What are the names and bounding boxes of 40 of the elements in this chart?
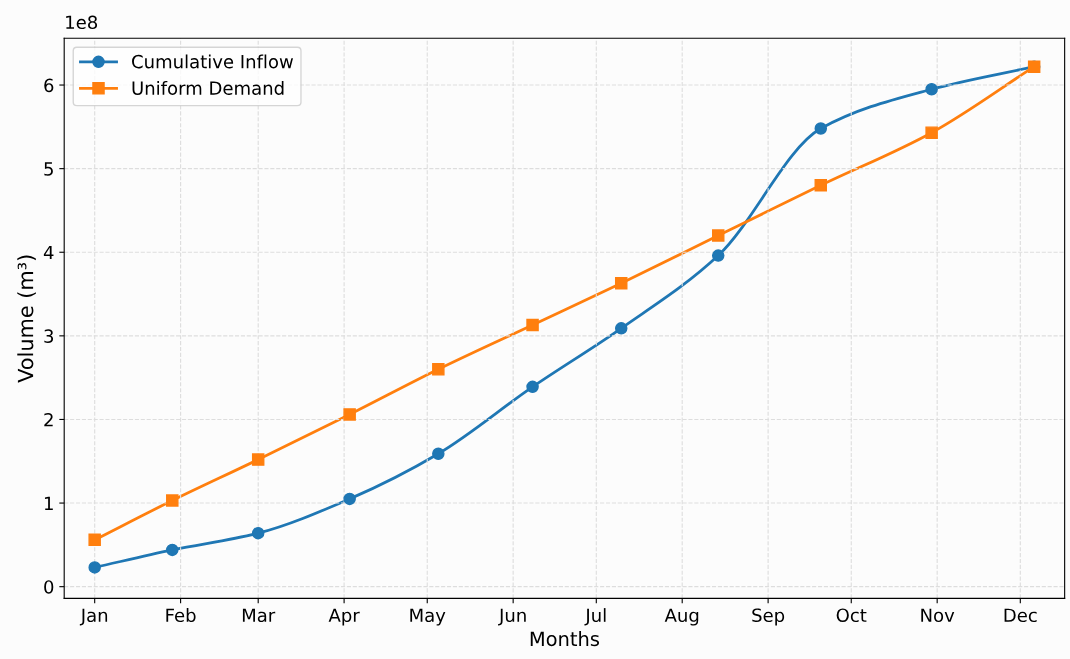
y-tick-label: 1: [44, 496, 53, 510]
x-axis-title: Months: [530, 631, 600, 647]
point: [614, 276, 628, 290]
legend-label: Uniform Demand: [132, 80, 284, 95]
point: [526, 380, 539, 394]
y-tick-label: 3: [44, 329, 54, 343]
x-tick-label: Nov: [921, 608, 955, 623]
point: [814, 122, 828, 135]
point: [432, 363, 445, 376]
x-tick-label: Jan: [79, 608, 108, 626]
y-tick-label: 0: [44, 580, 54, 594]
point: [814, 179, 828, 192]
x-tick-label: May: [410, 608, 446, 626]
point: [251, 526, 265, 540]
point: [251, 453, 265, 466]
x-tick-label: Jun: [498, 608, 526, 626]
point: [343, 492, 356, 506]
point: [526, 318, 539, 332]
point: [432, 447, 445, 460]
y-axis-title: Volume (m³): [17, 255, 36, 383]
x-tick-label: Dec: [1004, 608, 1037, 623]
y-tick-label: 6: [44, 78, 54, 93]
legend-label: Cumulative Inflow: [132, 54, 293, 69]
text: 1e8: [66, 15, 98, 30]
point: [343, 408, 356, 421]
point: [711, 229, 725, 242]
y-tick-label: 4: [43, 245, 54, 260]
x-tick-label: Jul: [584, 608, 606, 626]
x-tick-label: Sep: [752, 608, 785, 626]
point: [925, 82, 938, 96]
point: [614, 322, 628, 335]
x-tick-label: Feb: [166, 608, 196, 623]
point: [711, 249, 725, 262]
y-tick-label: 2: [44, 412, 53, 427]
x-tick-label: Oct: [836, 608, 867, 623]
x-tick-label: Aug: [664, 608, 699, 626]
y-tick-label: 5: [44, 162, 53, 176]
x-tick-label: Apr: [328, 608, 360, 626]
point: [925, 126, 938, 139]
x-tick-label: Mar: [242, 608, 276, 623]
